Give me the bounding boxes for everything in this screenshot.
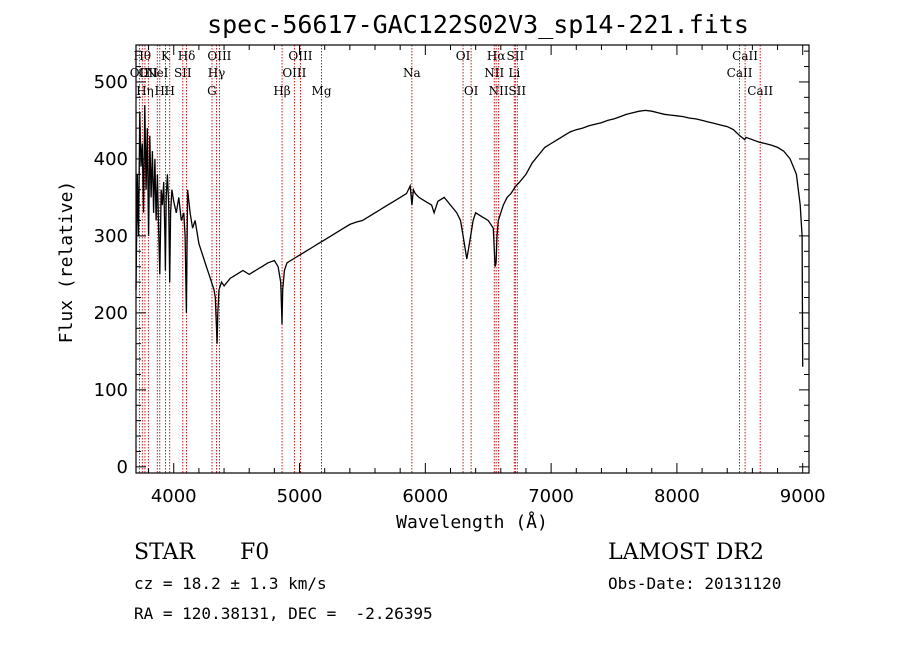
line-label: Li	[508, 66, 520, 80]
spectral-line-labels: OIIHθHηOIINeIHKHSIIHδGHγOIIIHβOIIIOIIIMg…	[130, 49, 774, 98]
line-label: OII	[130, 66, 150, 80]
line-label: G	[207, 84, 217, 98]
line-label: SII	[508, 84, 526, 98]
x-tick-label: 5000	[277, 486, 323, 507]
line-label: Hη	[136, 84, 154, 98]
observation-date: Obs-Date: 20131120	[608, 574, 782, 593]
chart-title: spec-56617-GAC122S02V3_sp14-221.fits	[207, 10, 749, 39]
line-label: OI	[456, 49, 471, 63]
y-tick-label: 500	[94, 72, 128, 93]
line-label: SII	[507, 49, 525, 63]
line-label: Hδ	[178, 49, 196, 63]
line-label: CaII	[727, 66, 753, 80]
line-label: SII	[174, 66, 192, 80]
x-axis-ticks: 4000 5000 6000 7000 8000 9000	[148, 45, 826, 507]
line-label: OII	[139, 66, 159, 80]
x-tick-label: 4000	[151, 486, 197, 507]
y-tick-label: 400	[94, 149, 128, 170]
line-label: OIII	[282, 66, 306, 80]
line-label: OIII	[207, 49, 231, 63]
line-label: H	[164, 84, 174, 98]
line-label: CaII	[747, 84, 773, 98]
line-label: K	[161, 49, 171, 63]
line-label: NII	[484, 66, 504, 80]
line-label: OI	[464, 84, 479, 98]
redshift-value: cz = 18.2 ± 1.3 km/s	[134, 574, 327, 593]
line-label: Hα	[487, 49, 506, 63]
x-tick-label: 7000	[528, 486, 574, 507]
spectrum-line	[135, 104, 804, 367]
object-class: STAR	[134, 540, 195, 565]
line-label: Hγ	[208, 66, 226, 80]
spectral-line-markers	[138, 45, 761, 473]
x-tick-label: 8000	[654, 486, 700, 507]
spectral-subclass: F0	[240, 540, 270, 565]
y-axis-label: Flux (relative)	[56, 181, 77, 344]
line-label: NII	[489, 84, 509, 98]
y-tick-label: 200	[94, 303, 128, 324]
line-label: OIII	[288, 49, 312, 63]
plot-frame	[135, 44, 810, 474]
survey-name: LAMOST DR2	[608, 540, 764, 565]
line-label: Na	[403, 66, 421, 80]
x-tick-label: 9000	[780, 486, 826, 507]
y-tick-label: 300	[94, 226, 128, 247]
coordinates: RA = 120.38131, DEC = -2.26395	[134, 604, 433, 623]
line-label: CaII	[732, 49, 758, 63]
x-tick-label: 6000	[402, 486, 448, 507]
y-axis-ticks: 0 100 200 300 400 500	[94, 50, 809, 478]
line-label: NeI	[146, 66, 169, 80]
line-label: H	[155, 84, 165, 98]
y-tick-label: 100	[94, 380, 128, 401]
y-tick-label: 0	[117, 457, 128, 478]
line-label: Hβ	[273, 84, 290, 98]
line-label: Mg	[312, 84, 332, 98]
x-axis-label: Wavelength (Å)	[396, 511, 548, 533]
line-label: Hθ	[133, 49, 151, 63]
